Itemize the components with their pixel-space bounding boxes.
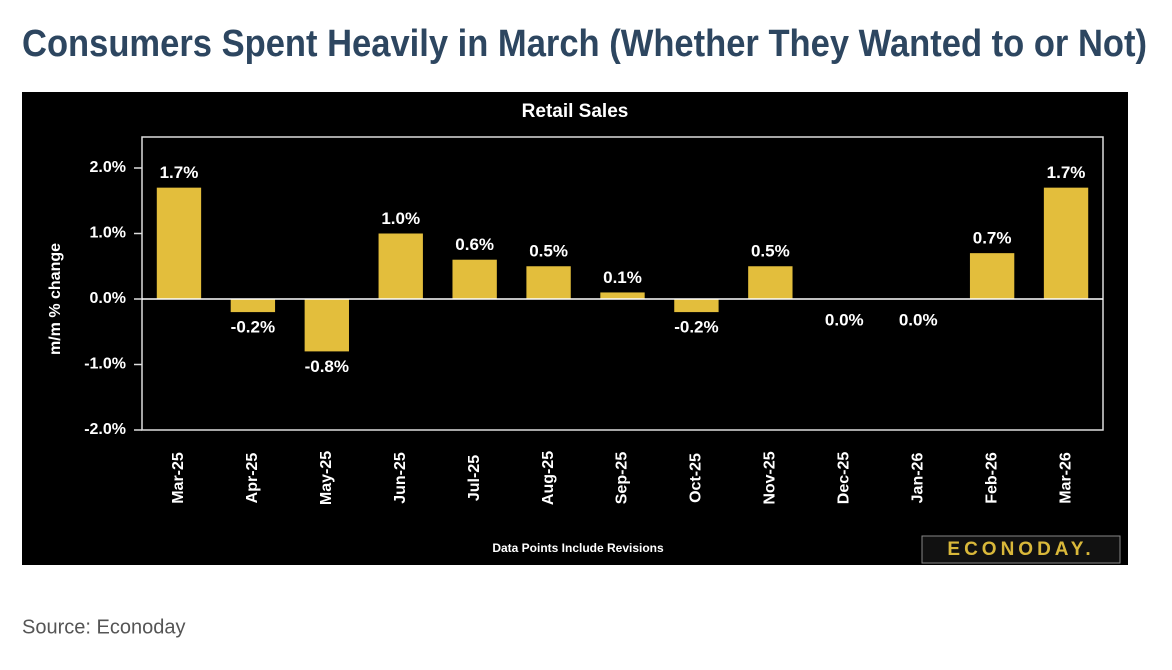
value-label: 0.0% <box>899 310 938 329</box>
x-tick-label: Oct-25 <box>688 453 705 503</box>
value-label: 0.0% <box>825 310 864 329</box>
bar <box>600 292 645 299</box>
y-tick-label: -1.0% <box>84 356 126 373</box>
value-label: -0.8% <box>305 357 349 376</box>
value-label: 1.0% <box>381 209 420 228</box>
x-tick-label: Sep-25 <box>614 452 631 505</box>
x-tick-label: Aug-25 <box>540 451 557 505</box>
bar <box>748 266 793 299</box>
y-tick-label: 0.0% <box>90 290 126 307</box>
y-tick-label: -2.0% <box>84 421 126 438</box>
x-tick-label: Nov-25 <box>762 451 779 504</box>
value-label: 0.5% <box>751 242 790 261</box>
source: Source: Econoday <box>22 616 185 638</box>
note: Data Points Include Revisions <box>492 541 664 555</box>
brand-box <box>921 535 1121 564</box>
y-tick-label: 2.0% <box>90 159 126 176</box>
x-tick-label: Dec-25 <box>835 452 852 505</box>
value-label: 0.6% <box>455 235 494 254</box>
value-label: 1.7% <box>160 163 199 182</box>
x-tick-label: Feb-26 <box>983 452 1000 504</box>
bar <box>452 259 497 299</box>
y-axis-title: m/m % change <box>47 243 64 355</box>
bar <box>156 187 202 299</box>
bar <box>969 253 1015 299</box>
value-label: 1.7% <box>1047 163 1086 182</box>
x-tick-label: Jun-25 <box>392 452 409 504</box>
chart-title: Retail Sales <box>522 101 629 122</box>
x-tick-label: Jan-26 <box>909 453 926 504</box>
bar <box>674 299 719 313</box>
x-tick-label: Jul-25 <box>466 455 483 501</box>
bar <box>378 233 423 299</box>
value-label: 0.5% <box>529 242 568 261</box>
bar <box>230 299 276 313</box>
value-label: -0.2% <box>231 318 275 337</box>
plot-frame <box>141 136 1104 431</box>
x-tick-label: May-25 <box>318 451 335 505</box>
headline: Consumers Spent Heavily in March (Whethe… <box>22 23 1147 65</box>
brand: ECONODAY. <box>947 539 1094 560</box>
bar <box>526 266 571 299</box>
x-tick-label: Mar-25 <box>170 452 187 504</box>
y-tick-label: 1.0% <box>90 225 126 242</box>
bar <box>1043 187 1089 299</box>
x-tick-label: Mar-26 <box>1057 452 1074 504</box>
value-label: -0.2% <box>674 318 718 337</box>
bar <box>304 299 349 352</box>
value-label: 0.7% <box>973 229 1012 248</box>
value-label: 0.1% <box>603 268 642 287</box>
x-tick-label: Apr-25 <box>244 453 261 504</box>
chart-background <box>22 92 1128 565</box>
